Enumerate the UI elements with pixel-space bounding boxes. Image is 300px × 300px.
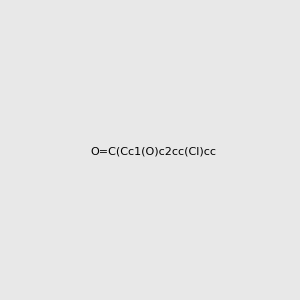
Text: O=C(Cc1(O)c2cc(Cl)cc: O=C(Cc1(O)c2cc(Cl)cc xyxy=(91,146,217,157)
